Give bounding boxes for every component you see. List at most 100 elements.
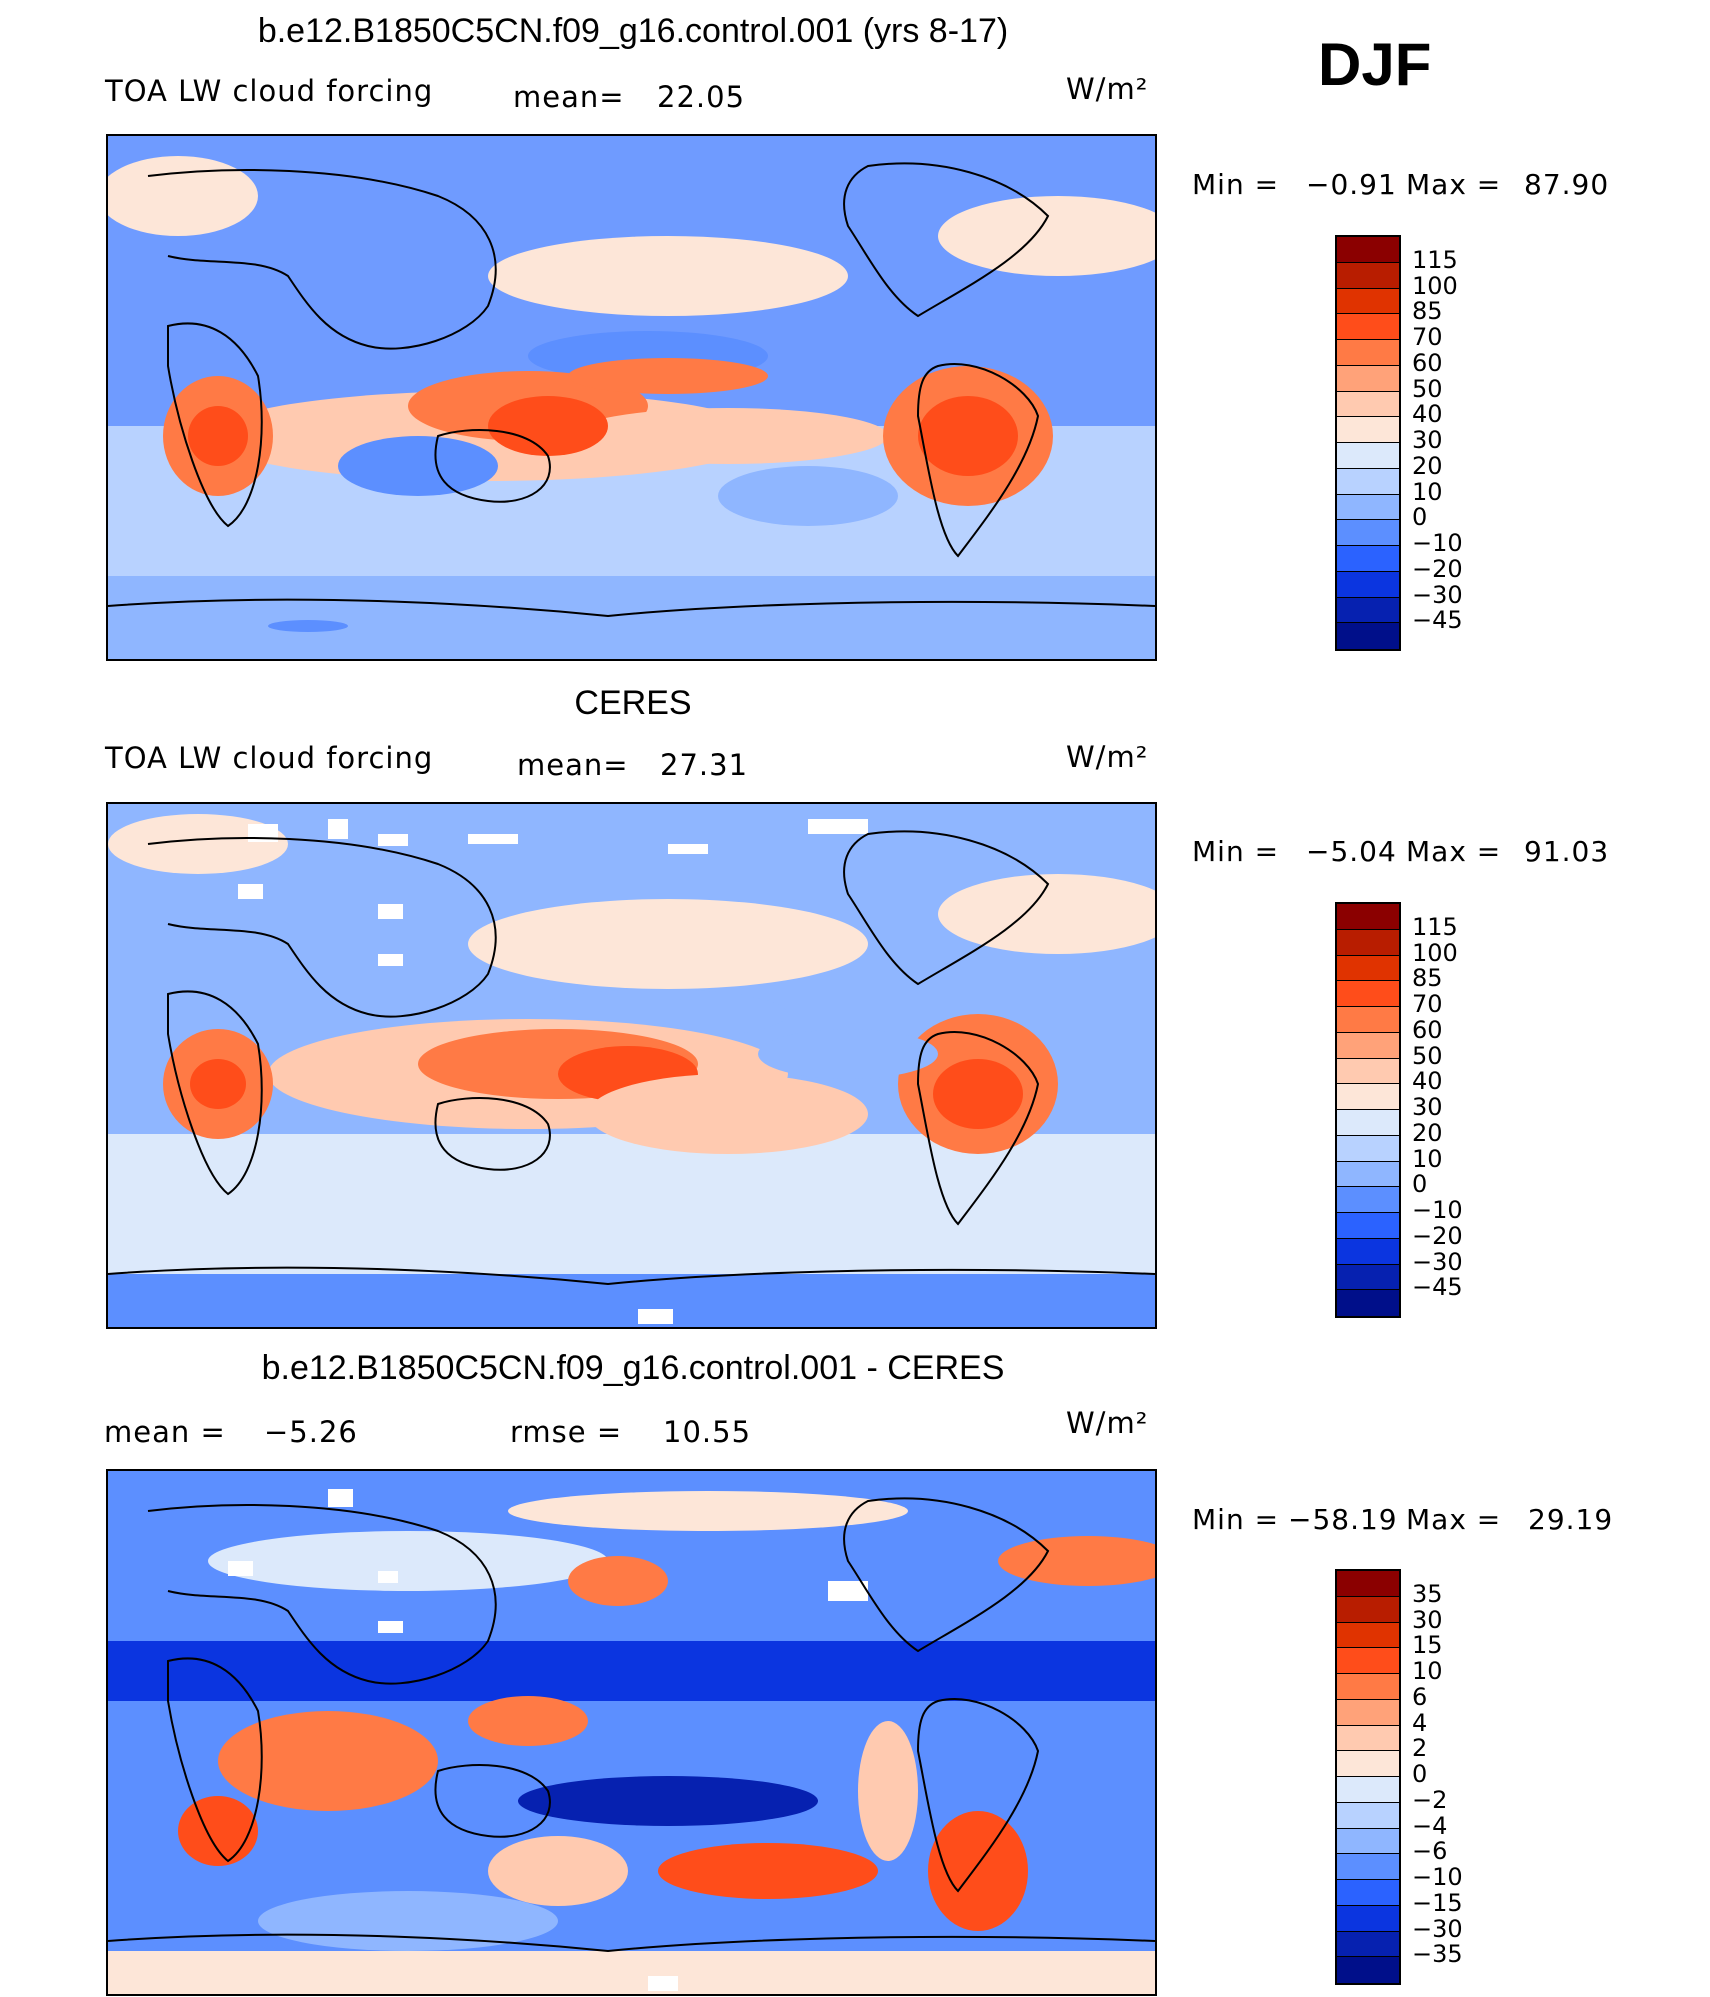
colorbar-swatch (1337, 1084, 1399, 1110)
colorbar-swatch (1337, 340, 1399, 366)
panel-3-max-value: 29.19 (1528, 1503, 1614, 1536)
colorbar-tick-label: 15 (1412, 1631, 1443, 1660)
panel-3-units: W/m² (1066, 1406, 1149, 1440)
panel-3-map-svg (108, 1471, 1155, 1994)
colorbar-swatch (1337, 1135, 1399, 1162)
colorbar-tick-label: 10 (1412, 477, 1443, 506)
colorbar-swatch (1337, 288, 1399, 315)
panel-1-map (106, 134, 1157, 661)
panel-2-mean-label: mean= (517, 748, 629, 782)
colorbar-tick-label: 60 (1412, 1015, 1443, 1044)
colorbar-tick-label: −6 (1412, 1837, 1448, 1866)
colorbar-swatch (1337, 1007, 1399, 1033)
colorbar-tick-label: 30 (1412, 1605, 1443, 1634)
colorbar-tick-label: −4 (1412, 1811, 1448, 1840)
colorbar-swatch (1337, 1905, 1399, 1932)
colorbar-swatch (1337, 1699, 1399, 1726)
panel-1-mean-label: mean= (513, 80, 625, 114)
colorbar-swatch (1337, 1751, 1399, 1777)
colorbar-swatch (1337, 494, 1399, 521)
panel-3-colorbar (1335, 1569, 1401, 1985)
colorbar-swatch (1337, 365, 1399, 392)
panel-2-max-value: 91.03 (1524, 835, 1610, 868)
colorbar-swatch (1337, 391, 1399, 418)
panel-2-min-label: Min = (1192, 835, 1280, 868)
colorbar-swatch (1337, 262, 1399, 289)
colorbar-tick-label: 20 (1412, 1118, 1443, 1147)
colorbar-swatch (1337, 1032, 1399, 1059)
panel-2-colorbar (1335, 902, 1401, 1318)
colorbar-swatch (1337, 237, 1399, 263)
panel-2-mean-value: 27.31 (660, 748, 749, 782)
panel-3-max-label: Max = (1406, 1503, 1502, 1536)
panel-1-max-label: Max = (1406, 168, 1502, 201)
colorbar-tick-label: 10 (1412, 1144, 1443, 1173)
colorbar-tick-label: 10 (1412, 1657, 1443, 1685)
colorbar-tick-label: 100 (1412, 938, 1458, 967)
panel-2-map-svg (108, 804, 1155, 1327)
colorbar-swatch (1337, 417, 1399, 443)
colorbar-swatch (1337, 520, 1399, 546)
colorbar-swatch (1337, 904, 1399, 930)
panel-2-min-value: −5.04 (1306, 835, 1397, 868)
panel-1-units: W/m² (1066, 72, 1149, 106)
colorbar-tick-label: 115 (1412, 912, 1458, 941)
colorbar-swatch (1337, 1264, 1399, 1291)
panel-2-map (106, 802, 1157, 1329)
colorbar-swatch (1337, 1161, 1399, 1188)
colorbar-swatch (1337, 468, 1399, 495)
colorbar-tick-label: 0 (1412, 503, 1428, 532)
panel-1-min-value: −0.91 (1306, 168, 1397, 201)
colorbar-tick-label: 30 (1412, 1093, 1443, 1121)
panel-3-rmse-label: rmse = (510, 1415, 623, 1449)
panel-3-min-label: Min = (1192, 1503, 1280, 1536)
colorbar-tick-label: 100 (1412, 271, 1458, 300)
colorbar-swatch (1337, 571, 1399, 598)
colorbar-tick-label: −2 (1412, 1785, 1448, 1814)
colorbar-tick-label: 70 (1412, 323, 1443, 351)
colorbar-tick-label: 20 (1412, 451, 1443, 480)
colorbar-swatch (1337, 1931, 1399, 1958)
colorbar-tick-label: 50 (1412, 374, 1443, 403)
colorbar-tick-label: 60 (1412, 348, 1443, 377)
colorbar-swatch (1337, 1648, 1399, 1674)
colorbar-tick-label: 115 (1412, 245, 1458, 274)
panel-1-max-value: 87.90 (1524, 168, 1610, 201)
panel-1-map-svg (108, 136, 1155, 659)
colorbar-swatch (1337, 981, 1399, 1007)
colorbar-tick-label: 0 (1412, 1170, 1428, 1199)
colorbar-swatch (1337, 1290, 1399, 1316)
panel-3-rmse-value: 10.55 (663, 1415, 752, 1449)
colorbar-tick-label: −20 (1412, 1221, 1463, 1250)
colorbar-swatch (1337, 1571, 1399, 1597)
colorbar-tick-label: 40 (1412, 400, 1443, 429)
colorbar-swatch (1337, 1802, 1399, 1829)
colorbar-tick-label: 6 (1412, 1682, 1428, 1711)
colorbar-tick-label: −45 (1412, 1273, 1463, 1302)
colorbar-tick-label: −10 (1412, 529, 1463, 557)
panel-3-mean-label: mean = (104, 1415, 226, 1449)
colorbar-tick-label: −15 (1412, 1888, 1463, 1917)
panel-3-map (106, 1469, 1157, 1996)
colorbar-swatch (1337, 1957, 1399, 1983)
panel-2-units: W/m² (1066, 740, 1149, 774)
colorbar-swatch (1337, 1596, 1399, 1623)
colorbar-swatch (1337, 597, 1399, 624)
colorbar-tick-label: 30 (1412, 426, 1443, 454)
colorbar-tick-label: −10 (1412, 1196, 1463, 1224)
colorbar-tick-label: 85 (1412, 297, 1443, 326)
panel-1-min-label: Min = (1192, 168, 1280, 201)
colorbar-swatch (1337, 1187, 1399, 1213)
colorbar-tick-label: 0 (1412, 1760, 1428, 1788)
panel-1-variable-label: TOA LW cloud forcing (105, 74, 434, 108)
colorbar-tick-label: −30 (1412, 1247, 1463, 1276)
panel-3-min-value: −58.19 (1288, 1503, 1398, 1536)
colorbar-swatch (1337, 1777, 1399, 1803)
colorbar-swatch (1337, 1058, 1399, 1085)
colorbar-tick-label: −20 (1412, 554, 1463, 583)
colorbar-tick-label: −10 (1412, 1863, 1463, 1891)
colorbar-tick-label: −35 (1412, 1940, 1463, 1969)
colorbar-swatch (1337, 1213, 1399, 1239)
colorbar-swatch (1337, 1110, 1399, 1136)
colorbar-swatch (1337, 1828, 1399, 1855)
